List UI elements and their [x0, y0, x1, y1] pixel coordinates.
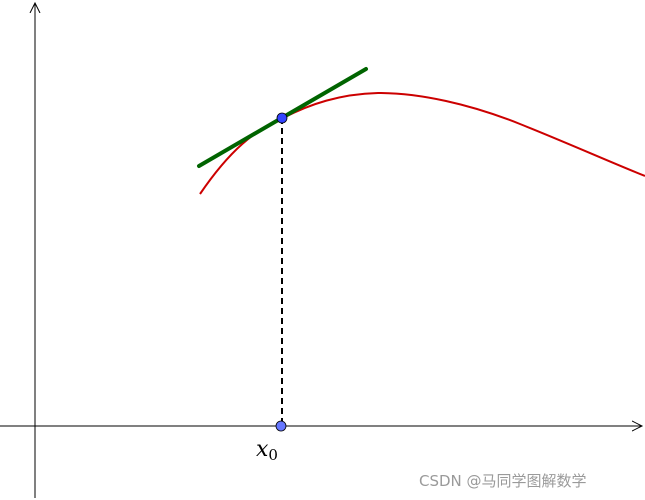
x0-point: [275, 420, 287, 432]
x0-label-main: x: [256, 437, 269, 462]
x0-label: x0: [256, 437, 278, 464]
tangent-point: [276, 112, 288, 124]
function-curve: [199, 91, 645, 195]
watermark: CSDN @马同学图解数学: [419, 472, 587, 490]
x0-label-sub: 0: [268, 446, 278, 464]
